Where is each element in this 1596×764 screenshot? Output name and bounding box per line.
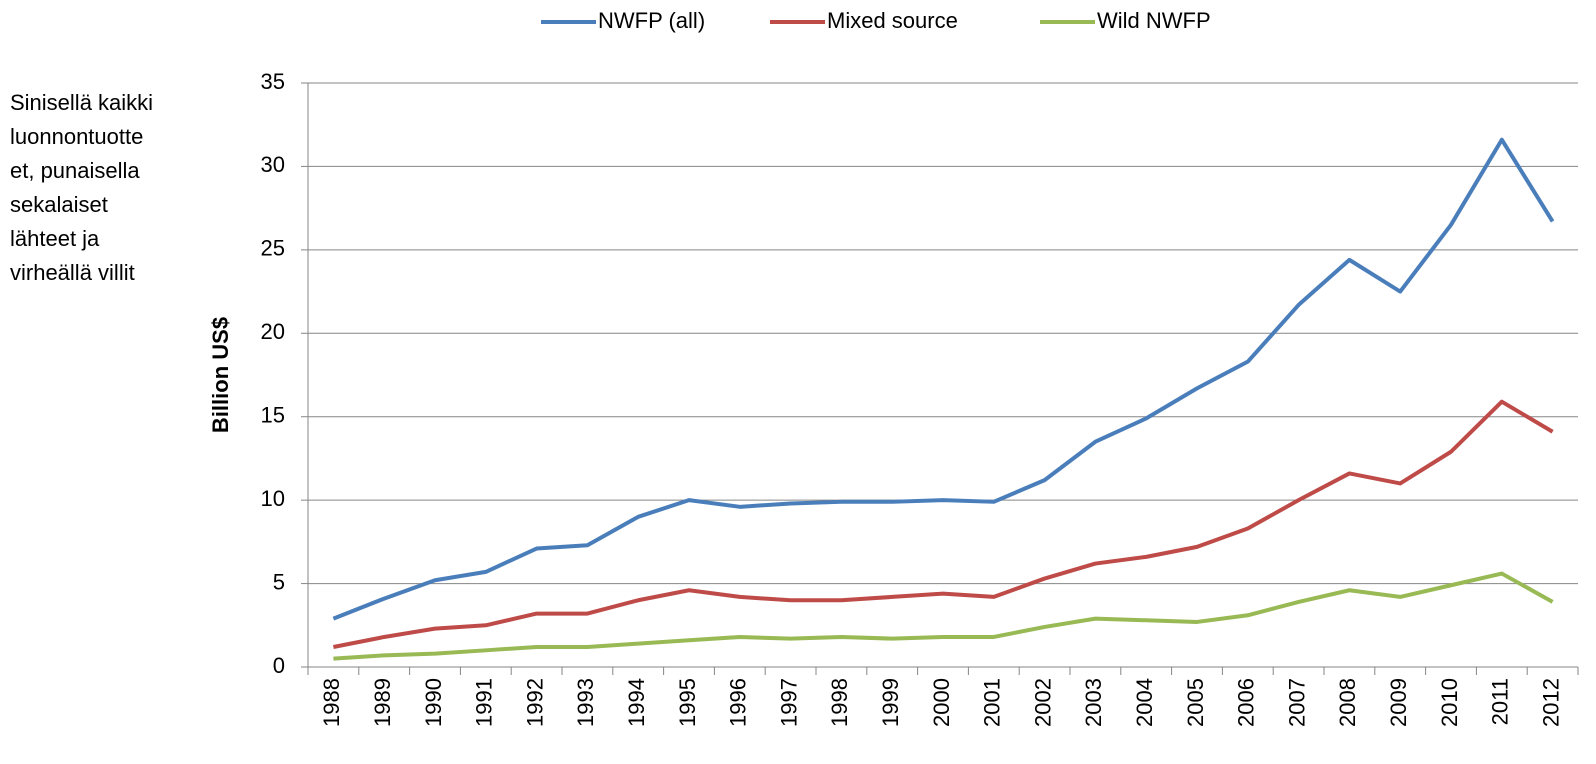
y-tick-label: 10 <box>261 486 285 511</box>
line <box>333 399 1554 649</box>
x-tick-label: 2004 <box>1132 678 1157 727</box>
y-tick-label: 15 <box>261 403 285 428</box>
legend-label: Mixed source <box>827 8 958 33</box>
x-tick-label: 1990 <box>421 678 446 727</box>
x-tick-label: 1988 <box>319 678 344 727</box>
x-tick-label: 2009 <box>1386 678 1411 727</box>
x-tick-label: 2000 <box>929 678 954 727</box>
y-tick-label: 35 <box>261 69 285 94</box>
x-tick-label: 2007 <box>1284 678 1309 727</box>
y-tick-label: 25 <box>261 236 285 261</box>
x-tick-label: 1995 <box>675 678 700 727</box>
x-tick-label: 2012 <box>1538 678 1563 727</box>
annotation: lähteet ja <box>10 226 100 251</box>
x-tick-label: 2010 <box>1437 678 1462 727</box>
x-tick-label: 2003 <box>1081 678 1106 727</box>
x-tick-label: 1999 <box>878 678 903 727</box>
x-tick-label: 2008 <box>1335 678 1360 727</box>
line <box>332 137 1555 621</box>
annotation: virheällä villit <box>10 260 135 285</box>
x-tick-label: 2011 <box>1488 678 1513 725</box>
x-tick-label: 2002 <box>1030 678 1055 727</box>
y-axis-label: Billion US$ <box>208 317 233 433</box>
x-tick-label: 2005 <box>1183 678 1208 727</box>
y-tick-label: 20 <box>261 319 285 344</box>
legend-label: NWFP (all) <box>598 8 705 33</box>
x-tick-label: 1994 <box>624 678 649 727</box>
y-tick-label: 0 <box>273 653 285 678</box>
y-tick-label: 5 <box>273 569 285 594</box>
annotation: luonnontuotte <box>10 124 143 149</box>
y-tick-label: 30 <box>261 152 285 177</box>
x-tick-label: 1996 <box>726 678 751 727</box>
annotation: sekalaiset <box>10 192 108 217</box>
line <box>333 571 1554 661</box>
x-tick-label: 2006 <box>1234 678 1259 727</box>
x-tick-label: 1998 <box>827 678 852 727</box>
x-tick-label: 2001 <box>980 678 1005 727</box>
x-tick-label: 1991 <box>472 678 497 727</box>
x-tick-label: 1993 <box>573 678 598 727</box>
x-tick-label: 1997 <box>776 678 801 727</box>
x-tick-label: 1989 <box>370 678 395 727</box>
x-tick-label: 1992 <box>522 678 547 727</box>
legend-label: Wild NWFP <box>1097 8 1211 33</box>
annotation: et, punaisella <box>10 158 140 183</box>
annotation: Sinisellä kaikki <box>10 90 153 115</box>
